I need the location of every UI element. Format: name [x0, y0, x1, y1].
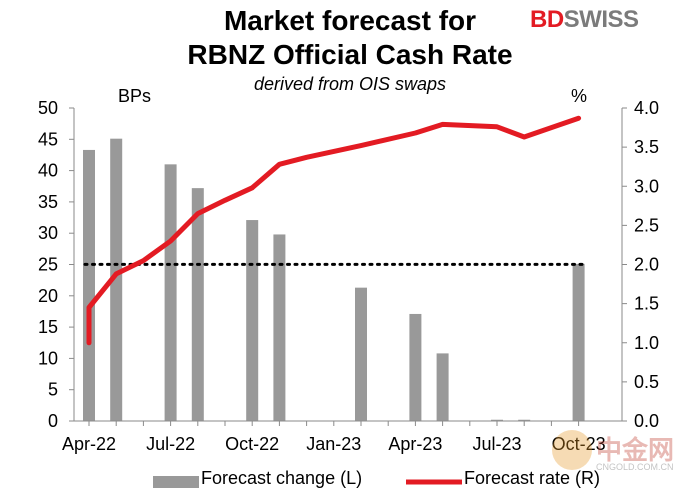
- chart-title-line1: Market forecast for: [223, 5, 477, 36]
- logo-swiss: SWISS: [563, 6, 639, 33]
- watermark-icon: [552, 430, 592, 470]
- watermark: 中金网 CNGOLD.COM.CN: [552, 424, 697, 484]
- x-axis-ticks: Apr-22 Jul-22 Oct-22 Jan-23 Apr-23 Jul-23 Oct-…: [62, 421, 606, 454]
- forecast-rate-line: [86, 115, 582, 346]
- legend-line-label: Forecast rate (R): [464, 468, 601, 488]
- left-tick-label-0: 0: [48, 411, 58, 431]
- logo-bd: BD: [530, 6, 564, 33]
- right-tick-label-0: 0.0: [634, 411, 659, 431]
- watermark-site: CNGOLD.COM.CN: [596, 462, 674, 472]
- right-tick-label-6: 3.0: [634, 176, 659, 196]
- x-tick-label-5: Jul-23: [472, 434, 521, 454]
- bar-0: [83, 149, 95, 421]
- chart-title-line2: RBNZ Official Cash Rate: [187, 39, 513, 70]
- watermark-text: 中金网: [596, 435, 675, 465]
- legend-bars-label: Forecast change (L): [201, 468, 363, 488]
- left-tick-label-8: 40: [38, 161, 58, 181]
- legend-bar-swatch: [153, 476, 199, 488]
- bar-6: [355, 287, 367, 421]
- right-tick-label-1: 0.5: [634, 372, 659, 392]
- bar-4: [246, 220, 259, 421]
- left-axis-unit: BPs: [118, 86, 152, 106]
- bar-1: [110, 138, 123, 421]
- right-tick-label-3: 1.5: [634, 294, 659, 314]
- right-tick-label-5: 2.5: [634, 215, 659, 235]
- x-tick-label-0: Apr-22: [62, 434, 116, 454]
- bar-8: [436, 353, 449, 421]
- left-tick-label-9: 45: [38, 129, 58, 149]
- x-tick-label-2: Oct-22: [225, 434, 279, 454]
- right-tick-label-7: 3.5: [634, 137, 659, 157]
- left-tick-label-1: 5: [48, 380, 58, 400]
- x-tick-label-6: Oct-23: [552, 434, 606, 454]
- x-tick-label-3: Jan-23: [306, 434, 361, 454]
- left-tick-label-3: 15: [38, 317, 58, 337]
- bar-10: [518, 419, 531, 421]
- bar-5: [273, 234, 286, 421]
- left-tick-label-4: 20: [38, 286, 58, 306]
- chart-subtitle: derived from OIS swaps: [253, 74, 447, 94]
- x-tick-label-1: Jul-22: [146, 434, 195, 454]
- left-tick-label-10: 50: [38, 98, 58, 118]
- bdswiss-logo: BDSWISS: [530, 6, 639, 34]
- left-tick-label-2: 10: [38, 348, 58, 368]
- x-tick-label-4: Apr-23: [388, 434, 442, 454]
- left-tick-label-7: 35: [38, 192, 58, 212]
- right-tick-label-8: 4.0: [634, 98, 659, 118]
- right-tick-label-2: 1.0: [634, 333, 659, 353]
- bar-2: [164, 164, 177, 421]
- bar-series: [83, 138, 585, 421]
- right-axis-unit: %: [571, 86, 588, 106]
- bar-11: [572, 263, 585, 421]
- right-axis-ticks: 0.0 0.5 1.0 1.5 2.0 2.5 3.0 3.5 4.0: [622, 98, 659, 431]
- left-axis-ticks: 0 5 10 15 20 25 30 35 40 45 50: [38, 98, 74, 431]
- bar-7: [409, 313, 422, 421]
- left-tick-label-5: 25: [38, 255, 58, 275]
- right-tick-label-4: 2.0: [634, 255, 659, 275]
- bar-3: [191, 188, 204, 421]
- left-tick-label-6: 30: [38, 223, 58, 243]
- bar-9: [491, 419, 503, 421]
